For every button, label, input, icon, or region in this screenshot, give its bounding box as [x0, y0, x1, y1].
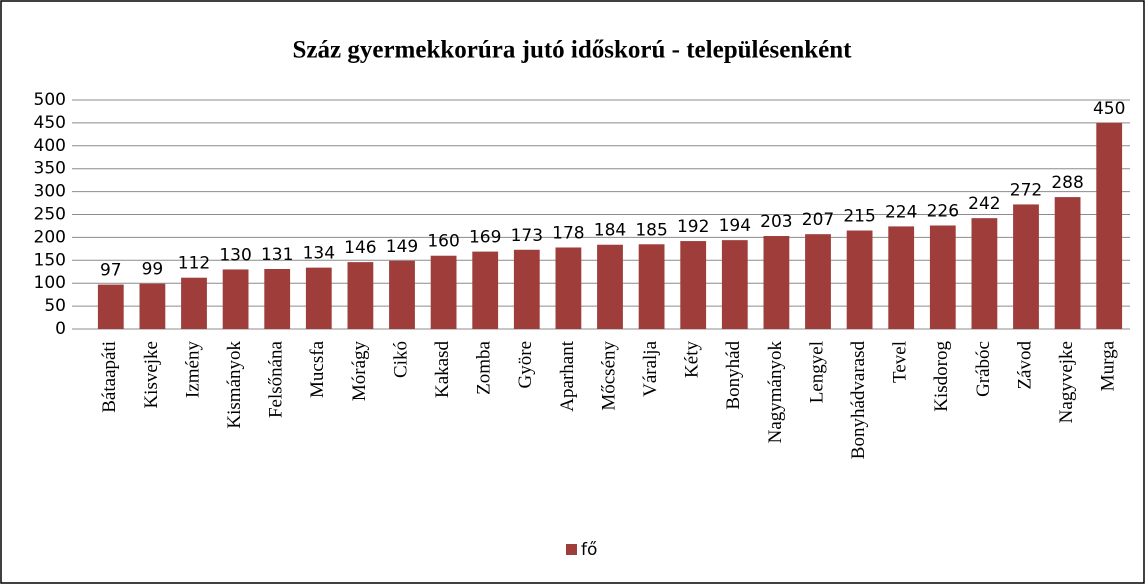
x-tick-label: Györe [515, 341, 536, 388]
x-tick-label: Aparhant [557, 340, 578, 411]
y-tick-label: 250 [34, 205, 66, 225]
bar [971, 218, 998, 329]
data-label: 224 [885, 202, 917, 222]
bar [97, 284, 124, 329]
legend-label: fő [581, 540, 597, 560]
x-tick-label: Bátaapáti [99, 341, 120, 413]
y-tick-label: 50 [44, 296, 66, 316]
x-tick-label: Kisvejke [141, 341, 162, 409]
bar [389, 260, 415, 329]
bar [1013, 204, 1039, 329]
y-tick-label: 500 [34, 90, 66, 110]
data-label: 99 [142, 260, 164, 280]
x-tick-label: Bonyhádvarasd [848, 341, 869, 460]
bar [638, 244, 665, 329]
data-label: 226 [927, 201, 959, 221]
data-label: 207 [802, 210, 834, 230]
legend-swatch [566, 544, 577, 555]
x-tick-label: Bonyhád [723, 341, 744, 410]
x-tick-label: Kakasd [432, 341, 453, 398]
data-label: 149 [386, 237, 418, 257]
y-tick-label: 150 [34, 250, 66, 270]
data-label: 97 [100, 261, 122, 281]
bar [513, 249, 540, 329]
x-tick-label: Grábóc [973, 341, 994, 397]
data-label: 203 [760, 212, 792, 232]
bar [929, 225, 956, 329]
data-label: 185 [635, 220, 667, 240]
bar [264, 269, 291, 329]
data-label: 173 [511, 226, 543, 246]
data-label: 160 [427, 232, 459, 252]
bar [721, 240, 748, 329]
bar [181, 277, 207, 329]
data-label: 112 [178, 254, 210, 274]
y-tick-label: 0 [55, 319, 66, 339]
data-label: 194 [719, 216, 751, 236]
y-tick-label: 300 [34, 182, 66, 202]
bar [222, 269, 249, 329]
x-tick-label: Kismányok [224, 341, 245, 429]
data-label: 288 [1051, 173, 1083, 193]
bar [139, 283, 166, 329]
bar [805, 234, 831, 329]
bar [888, 226, 915, 329]
data-label: 192 [677, 217, 709, 237]
data-label: 146 [344, 238, 376, 258]
bar [347, 262, 374, 329]
data-label: 184 [594, 221, 626, 241]
x-tick-label: Nagymányok [765, 341, 786, 444]
x-tick-label: Nagyvejke [1056, 341, 1077, 423]
data-label: 215 [843, 207, 875, 227]
x-tick-label: Váralja [640, 340, 661, 396]
bar [597, 244, 623, 329]
data-label: 131 [261, 245, 293, 265]
y-tick-label: 200 [34, 227, 66, 247]
data-label: 242 [968, 194, 1000, 214]
y-tick-label: 400 [34, 136, 66, 156]
x-tick-label: Cikó [390, 341, 411, 378]
y-tick-label: 100 [34, 273, 66, 293]
bar [846, 230, 873, 329]
x-tick-label: Izmény [182, 341, 203, 398]
bar [430, 255, 457, 329]
x-tick-label: Závod [1014, 341, 1035, 390]
y-tick-label: 450 [34, 113, 66, 133]
x-tick-label: Mucsfa [307, 340, 328, 398]
data-label: 169 [469, 228, 501, 248]
x-tick-label: Zomba [474, 340, 495, 394]
x-tick-label: Lengyel [806, 341, 827, 403]
x-tick-label: Mórágy [349, 341, 370, 402]
x-tick-label: Felsőnána [266, 340, 287, 418]
data-label: 134 [303, 244, 335, 264]
bar [763, 236, 790, 329]
bar [472, 251, 499, 329]
x-tick-label: Kisdorog [931, 341, 952, 412]
bar [1054, 197, 1081, 329]
data-label: 178 [552, 223, 584, 243]
bar [680, 241, 707, 329]
bar [555, 247, 582, 329]
data-label: 450 [1093, 99, 1125, 119]
data-label: 272 [1010, 180, 1042, 200]
x-tick-label: Mőcsény [598, 341, 619, 411]
x-tick-label: Murga [1098, 340, 1119, 391]
x-tick-label: Tevel [890, 341, 911, 383]
bar [305, 267, 332, 329]
y-tick-label: 350 [34, 159, 66, 179]
data-label: 130 [219, 245, 251, 265]
x-tick-label: Kéty [682, 341, 703, 378]
bar [1096, 122, 1123, 330]
chart-title: Száz gyermekkorúra jutó időskorú - telep… [293, 37, 853, 64]
